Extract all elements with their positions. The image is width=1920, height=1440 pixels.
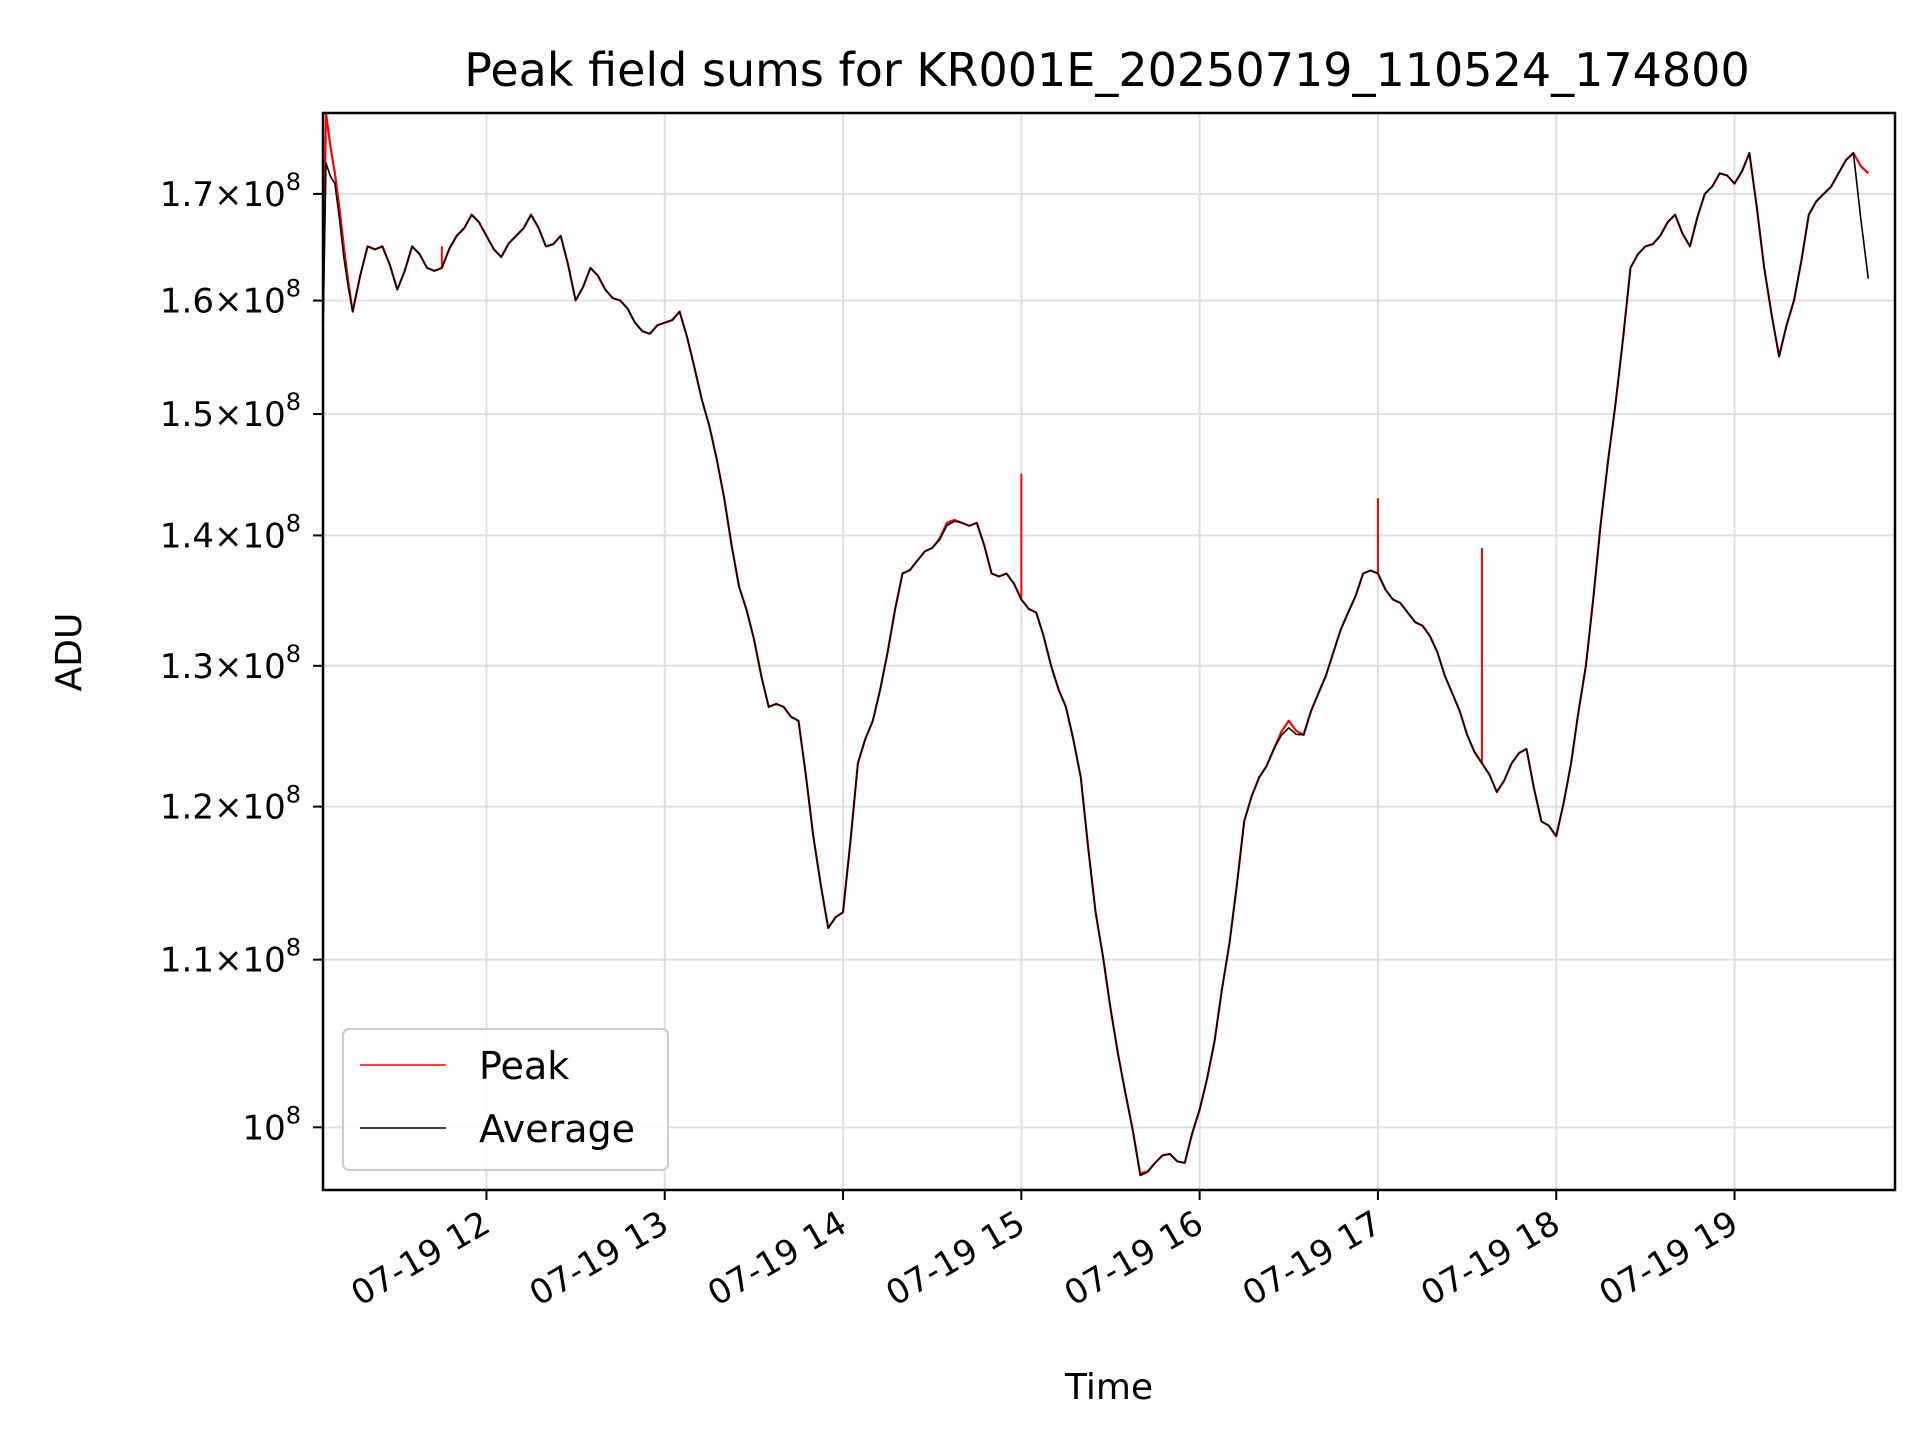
y-tick-base: 1.3×10 xyxy=(160,647,286,687)
chart-title: Peak field sums for KR001E_20250719_1105… xyxy=(464,43,1749,97)
y-tick-label: 1.2×108 xyxy=(160,781,301,828)
y-tick-exponent: 8 xyxy=(286,168,301,196)
y-tick-label: 1.6×108 xyxy=(160,275,301,322)
y-tick-exponent: 8 xyxy=(286,275,301,303)
y-tick-base: 1.2×10 xyxy=(160,788,286,828)
y-tick-label: 1.4×108 xyxy=(160,509,301,556)
y-tick-exponent: 8 xyxy=(286,509,301,537)
grid-layer xyxy=(323,113,1895,1190)
y-tick-base: 1.6×10 xyxy=(160,282,286,322)
y-tick-label: 1.1×108 xyxy=(160,934,301,981)
plot-frame xyxy=(321,111,1897,1192)
y-tick-exponent: 8 xyxy=(286,388,301,416)
y-tick-base: 1.7×10 xyxy=(160,175,286,215)
y-tick-exponent: 8 xyxy=(286,640,301,668)
y-tick-base: 1.5×10 xyxy=(160,395,286,435)
y-tick-base: 10 xyxy=(242,1108,285,1148)
series-line-average xyxy=(322,152,1870,1177)
y-tick-base: 1.1×10 xyxy=(160,941,286,981)
y-tick-exponent: 8 xyxy=(286,781,301,809)
y-tick-exponent: 8 xyxy=(286,1101,301,1129)
y-tick-label: 1.7×108 xyxy=(160,168,301,215)
y-tick-label: 1.5×108 xyxy=(160,388,301,435)
y-tick-base: 1.4×10 xyxy=(160,516,286,556)
y-tick-label: 1.3×108 xyxy=(160,640,301,687)
series-layer xyxy=(321,111,1870,1177)
legend-label-peak: Peak xyxy=(479,1044,569,1088)
y-tick-label: 108 xyxy=(242,1101,301,1148)
legend: Peak Average xyxy=(342,1028,669,1171)
y-tick-exponent: 8 xyxy=(286,934,301,962)
x-axis-title: Time xyxy=(1064,1367,1153,1408)
legend-label-average: Average xyxy=(479,1107,635,1151)
y-axis-title: ADU xyxy=(49,613,90,692)
y-axis-ticks: 1.7×1081.6×1081.5×1081.4×1081.3×1081.2×1… xyxy=(160,168,323,1148)
